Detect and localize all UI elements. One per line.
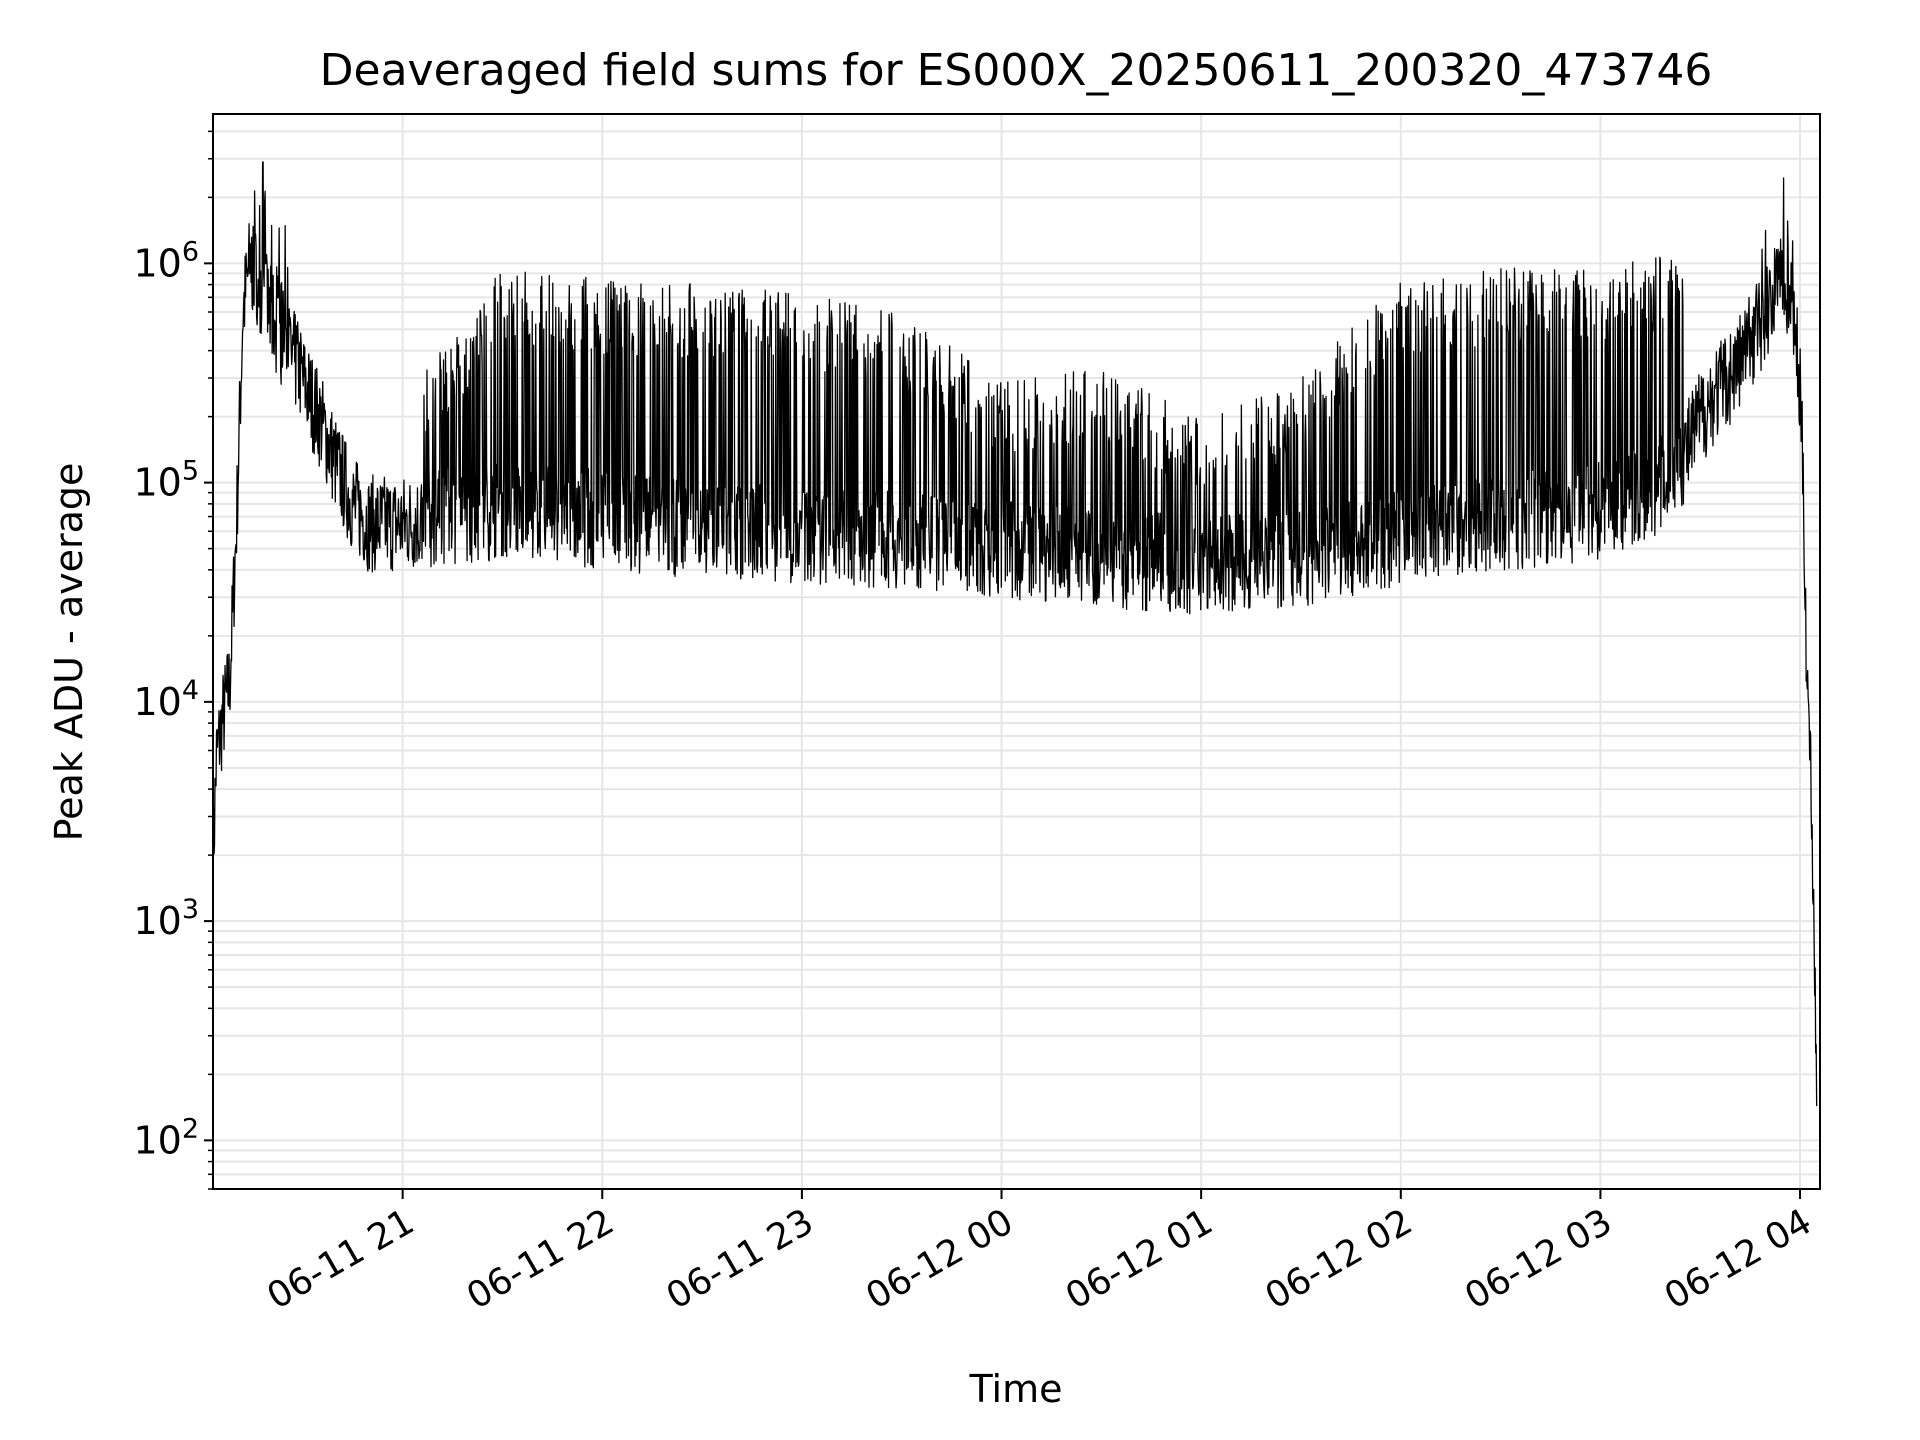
- y-axis-label: Peak ADU - average: [47, 463, 91, 842]
- data-series: [212, 161, 1818, 1107]
- plot-frame: [212, 113, 1821, 1190]
- y-tick-label: 105: [133, 456, 199, 505]
- y-tick-label: 103: [133, 894, 199, 943]
- chart-title: Deaveraged field sums for ES000X_2025061…: [320, 45, 1713, 96]
- series-line: [212, 161, 1818, 1107]
- y-tick-label: 104: [133, 675, 199, 724]
- y-tick-label: 102: [133, 1113, 199, 1162]
- y-tick-label: 106: [133, 236, 199, 285]
- x-axis-label: Time: [969, 1367, 1063, 1411]
- plot-background: [213, 114, 1820, 1189]
